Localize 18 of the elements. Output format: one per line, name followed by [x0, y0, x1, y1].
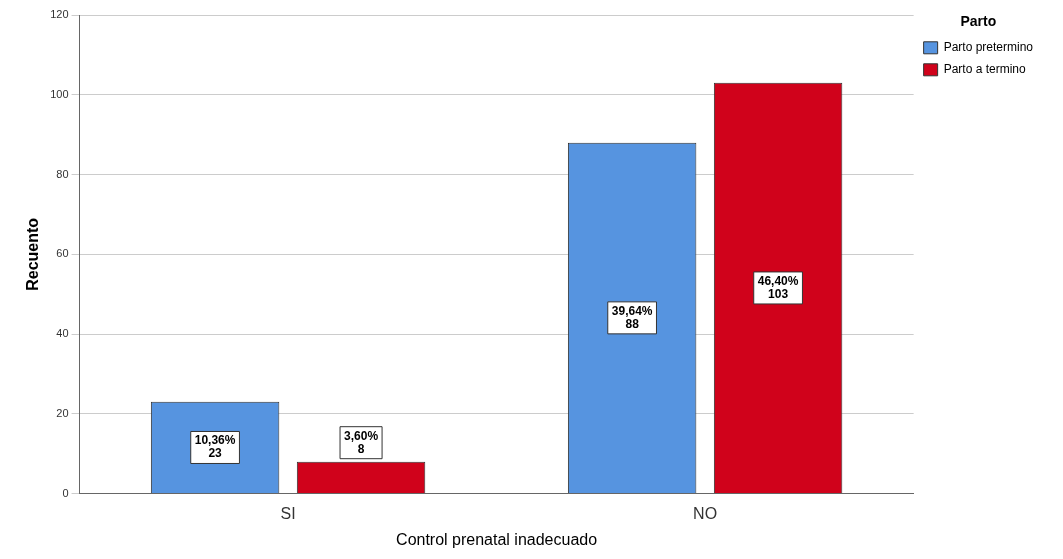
y-tick-label: 20 [56, 406, 69, 419]
x-tick-label: SI [280, 504, 296, 522]
x-tick-label: NO [693, 504, 718, 522]
x-axis-title: Control prenatal inadecuado [396, 530, 598, 548]
legend-label: Parto pretermino [943, 40, 1034, 55]
y-tick-label: 120 [50, 8, 69, 21]
y-tick-label: 80 [56, 167, 69, 180]
y-tick-label: 0 [62, 486, 69, 499]
data-label: 3,60% 8 [344, 428, 379, 456]
data-label: 10,36% 23 [194, 433, 236, 461]
data-label: 39,64% 88 [611, 303, 653, 331]
y-tick-label: 40 [56, 327, 69, 340]
legend-label: Parto a termino [943, 62, 1026, 77]
data-label: 46,40% 103 [757, 273, 799, 301]
y-tick-label: 100 [50, 87, 69, 100]
legend-title: Parto [960, 12, 997, 29]
y-axis-title: Recuento [24, 217, 42, 291]
y-tick-label: 60 [56, 247, 69, 260]
